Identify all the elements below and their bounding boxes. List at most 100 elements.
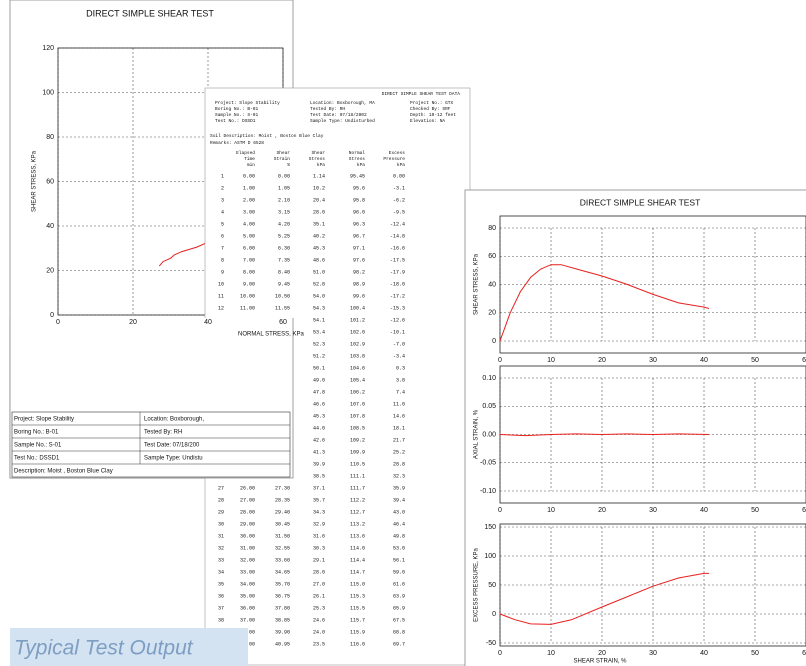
info-text: Description: Moist , Boston Blue Clay — [14, 469, 113, 475]
table-cell: 37.1 — [313, 485, 325, 491]
y-tick-label: 100 — [484, 553, 496, 560]
table-header: min — [247, 162, 255, 168]
table-cell: 28.0 — [313, 569, 325, 575]
table-cell: 35.00 — [240, 593, 255, 599]
table-cell: 32.3 — [393, 473, 405, 479]
table-header: Time — [244, 156, 255, 162]
table-cell: 36.75 — [275, 593, 290, 599]
x-tick-label: 10 — [547, 507, 555, 514]
x-tick-label: 20 — [598, 507, 606, 514]
table-cell: -16.6 — [390, 245, 405, 251]
table-cell: 34 — [218, 569, 224, 575]
table-cell: 32 — [218, 545, 224, 551]
x-tick-label: 60 — [802, 507, 806, 514]
table-header: kPa — [317, 162, 325, 168]
table-header: kPa — [357, 162, 365, 168]
table-cell: 33.00 — [240, 569, 255, 575]
table-cell: 9 — [221, 269, 224, 275]
x-tick-label: 10 — [547, 650, 555, 657]
table-cell: 24.6 — [313, 617, 325, 623]
y-tick-label: -0.10 — [480, 488, 496, 495]
table-cell: 40.2 — [313, 233, 325, 239]
table-cell: 31.00 — [240, 545, 255, 551]
table-cell: 0.00 — [393, 173, 405, 179]
table-cell: 43.0 — [393, 509, 405, 515]
table-cell: 33.60 — [275, 557, 290, 563]
table-cell: 52.3 — [313, 341, 325, 347]
y-axis-label: EXCESS PRESSURE, KPa — [474, 547, 480, 621]
table-cell: 3.15 — [278, 209, 290, 215]
table-cell: 7.4 — [396, 389, 405, 395]
info-text: Checked By: SRF — [410, 106, 451, 112]
table-cell: 2.00 — [243, 197, 255, 203]
table-cell: 7.00 — [243, 257, 255, 263]
table-cell: 31.6 — [313, 533, 325, 539]
table-cell: 29.1 — [313, 557, 325, 563]
table-cell: 30.45 — [275, 521, 290, 527]
y-tick-label: 40 — [46, 223, 54, 230]
table-cell: 1 — [221, 173, 224, 179]
table-cell: 95.8 — [353, 197, 365, 203]
info-text: Test Date: 07/18/2002 — [310, 112, 367, 118]
table-cell: -12.4 — [390, 221, 405, 227]
table-cell: 115.0 — [350, 581, 365, 587]
table-cell: -7.0 — [393, 341, 405, 347]
x-tick-label: 40 — [700, 650, 708, 657]
y-tick-label: 0 — [50, 312, 54, 319]
table-cell: 27 — [218, 485, 224, 491]
x-tick-label: 60 — [279, 319, 287, 326]
y-tick-label: 20 — [46, 267, 54, 274]
table-cell: -18.0 — [390, 281, 405, 287]
info-text: Remarks: ASTM D 6528 — [210, 140, 264, 146]
y-axis-label: AXIAL STRAIN, % — [474, 409, 480, 459]
table-header: Strain — [274, 156, 291, 162]
table-cell: 56.1 — [393, 557, 405, 563]
table-cell: 2 — [221, 185, 224, 191]
table-cell: 39.4 — [393, 497, 405, 503]
x-tick-label: 0 — [56, 319, 60, 326]
table-header: kPa — [397, 162, 405, 168]
table-cell: 46.6 — [313, 401, 325, 407]
table-cell: 5.00 — [243, 233, 255, 239]
y-tick-label: 60 — [46, 178, 54, 185]
table-cell: -3.4 — [393, 353, 405, 359]
y-tick-label: 0 — [492, 611, 496, 618]
table-cell: 54.3 — [313, 305, 325, 311]
table-cell: 18.1 — [393, 425, 405, 431]
table-cell: 5.25 — [278, 233, 290, 239]
table-cell: 1.00 — [243, 185, 255, 191]
info-text: Test No.: DSSD1 — [14, 456, 60, 462]
table-cell: 49.0 — [313, 377, 325, 383]
data-line — [499, 433, 710, 437]
table-cell: 1.05 — [278, 185, 290, 191]
table-cell: 45.3 — [313, 245, 325, 251]
table-cell: 30 — [218, 521, 224, 527]
table-cell: 63.9 — [393, 593, 405, 599]
y-tick-label: 0 — [492, 338, 496, 345]
table-cell: 69.7 — [393, 641, 405, 647]
table-cell: 28.8 — [393, 461, 405, 467]
table-cell: 32.00 — [240, 557, 255, 563]
table-cell: 1.14 — [313, 173, 325, 179]
x-tick-label: 40 — [204, 319, 212, 326]
table-cell: 29.00 — [240, 521, 255, 527]
table-cell: 52.8 — [313, 281, 325, 287]
caption: Typical Test Output — [14, 637, 194, 660]
y-tick-label: 50 — [488, 582, 496, 589]
table-cell: 44.0 — [313, 425, 325, 431]
info-text: Sample Type: Undistu — [144, 456, 203, 462]
x-tick-label: 60 — [802, 357, 806, 364]
table-cell: 30.00 — [240, 533, 255, 539]
table-cell: 38.5 — [313, 473, 325, 479]
y-tick-label: 0.10 — [482, 375, 496, 382]
table-cell: 49.8 — [393, 533, 405, 539]
sheet-title: DIRECT SIMPLE SHEAR TEST DATA — [382, 91, 461, 97]
table-cell: 28.0 — [313, 209, 325, 215]
x-tick-label: 0 — [498, 650, 502, 657]
y-tick-label: 40 — [488, 281, 496, 288]
table-cell: 8.40 — [278, 269, 290, 275]
x-tick-label: 30 — [649, 507, 657, 514]
table-cell: 7 — [221, 245, 224, 251]
table-cell: 109.9 — [350, 449, 365, 455]
